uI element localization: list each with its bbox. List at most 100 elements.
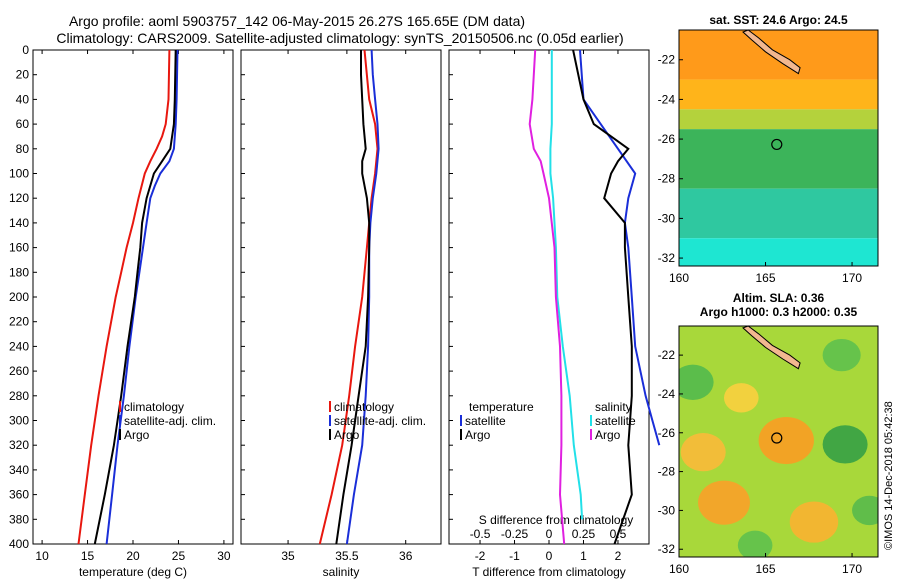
difference-legend-right-title: salinity: [595, 400, 632, 414]
sla-map-frame: [678, 325, 879, 558]
tdiff-satellite-line: [579, 49, 661, 446]
depth-label-1: 20: [16, 68, 30, 82]
sla-blob-1: [680, 433, 726, 472]
sla-blob-7: [737, 530, 773, 557]
temperature-legend-entry-2: Argo: [124, 428, 150, 442]
sla-blob-0: [758, 416, 814, 465]
depth-label-6: 120: [9, 191, 29, 205]
sst-map-lat-label-5: -32: [658, 251, 676, 265]
sla-map-lat-label-2: -26: [658, 426, 676, 440]
salinity-x-label-0: 35: [281, 549, 295, 563]
figure-title-line2: Climatology: CARS2009. Satellite-adjuste…: [56, 30, 623, 46]
difference-panel: -2 -1 0 1 2-0.5 -0.25 0 0.25 0.5S difference fro…: [448, 49, 661, 579]
difference-axes-frame: [448, 49, 650, 545]
sla-map-field: [679, 326, 878, 557]
difference-legend-left-title: temperature: [469, 400, 534, 414]
depth-label-0: 0: [22, 43, 29, 57]
tdiff-x-label-2: 0: [546, 549, 553, 563]
depth-label-11: 220: [9, 315, 29, 329]
sla-blob-9: [723, 383, 759, 413]
imos-credit: ©IMOS 14-Dec-2018 05:42:38: [883, 401, 895, 550]
difference-axis-title: T difference from climatology: [472, 565, 626, 579]
temperature-argo-line: [93, 49, 177, 545]
temperature-x-label-2: 20: [126, 549, 140, 563]
tdiff-x-label-4: 2: [615, 549, 622, 563]
sdiff-axis-title: S difference from climatology: [479, 513, 634, 527]
depth-label-2: 40: [16, 92, 30, 106]
depth-label-3: 60: [16, 117, 30, 131]
sst-map-lat-label-2: -26: [658, 132, 676, 146]
tdiff-x-label-3: 1: [580, 549, 587, 563]
sla-blob-6: [822, 338, 861, 372]
sla-blob-4: [822, 425, 868, 464]
depth-label-16: 320: [9, 438, 29, 452]
figure-title-line1: Argo profile: aoml 5903757_142 06-May-20…: [69, 13, 525, 29]
tdiff-x-label-1: -1: [509, 549, 520, 563]
temperature-x-label-0: 10: [35, 549, 49, 563]
sdiff-label-1: -0.25: [501, 527, 529, 541]
difference-legend-right-entry-0: satellite: [595, 414, 636, 428]
salinity-axis-title: salinity: [323, 565, 360, 579]
sla-blob-3: [789, 501, 839, 543]
depth-label-18: 360: [9, 488, 29, 502]
sst-band-4: [679, 188, 878, 239]
difference-legend-left-entry-0: satellite: [465, 414, 506, 428]
temperature-x-label-1: 15: [81, 549, 95, 563]
sla-blob-8: [852, 495, 878, 526]
sst-band-3: [679, 129, 878, 189]
sla-map-lat-label-0: -22: [658, 348, 676, 362]
depth-label-20: 400: [9, 537, 29, 551]
sst-map-argo-marker: [771, 138, 783, 151]
sst-band-5: [679, 238, 878, 266]
depth-label-4: 80: [16, 142, 30, 156]
sla-map-lat-label-3: -28: [658, 465, 676, 479]
sdiff-argo-line: [528, 49, 566, 545]
sst-map-lat-label-4: -30: [658, 211, 676, 225]
salinity-legend-entry-1: satellite-adj. clim.: [334, 414, 426, 428]
temperature-legend-entry-1: satellite-adj. clim.: [124, 414, 216, 428]
depth-label-10: 200: [9, 290, 29, 304]
depth-label-14: 280: [9, 389, 29, 403]
depth-label-12: 240: [9, 339, 29, 353]
sst-map-lat-label-0: -22: [658, 53, 676, 67]
depth-label-17: 340: [9, 463, 29, 477]
salinity-satellite-line: [345, 49, 380, 545]
sla-map-title-line2: Argo h1000: 0.3 h2000: 0.35: [700, 305, 858, 319]
salinity-axes-frame: [240, 49, 442, 545]
sla-map-title-line1: Altim. SLA: 0.36: [733, 291, 825, 305]
depth-label-13: 260: [9, 364, 29, 378]
salinity-legend-entry-2: Argo: [334, 428, 360, 442]
sla-map-lon-label-1: 165: [756, 562, 776, 576]
sst-map-title: sat. SST: 24.6 Argo: 24.5: [709, 13, 848, 27]
sdiff-satellite-line: [549, 50, 584, 520]
salinity-climatology-line: [318, 49, 379, 545]
sla-map-lat-label-5: -32: [658, 542, 676, 556]
sla-map-lon-label-0: 160: [669, 562, 689, 576]
sdiff-label-0: -0.5: [470, 527, 491, 541]
depth-label-5: 100: [9, 167, 29, 181]
sla-blob-2: [698, 480, 750, 525]
temperature-axis-title: temperature (deg C): [79, 565, 187, 579]
temperature-panel: 0 20 40 60 80 100 120 140 160 180 200 220 240 260 280 3…: [9, 43, 234, 579]
sla-map-lon-label-2: 170: [842, 562, 862, 576]
tdiff-x-label-0: -2: [475, 549, 486, 563]
salinity-argo-line: [335, 50, 371, 545]
sst-band-1: [679, 79, 878, 110]
depth-label-8: 160: [9, 241, 29, 255]
temperature-legend-entry-0: climatology: [124, 400, 184, 414]
sdiff-label-3: 0.25: [572, 527, 596, 541]
sst-map-lon-label-1: 165: [756, 271, 776, 285]
tdiff-argo-line: [572, 49, 633, 545]
sst-map-frame: [678, 29, 879, 267]
temperature-x-label-3: 25: [172, 549, 186, 563]
salinity-x-label-2: 36: [399, 549, 413, 563]
depth-label-19: 380: [9, 512, 29, 526]
sdiff-label-2: 0: [546, 527, 553, 541]
sla-map-argo-marker: [771, 432, 783, 444]
sst-map-panel: sat. SST: 24.6 Argo: 24.5 -22 -24 -26 -28 -30…: [658, 13, 879, 285]
difference-legend-right-entry-1: Argo: [595, 428, 621, 442]
sst-map-island: [742, 29, 801, 75]
